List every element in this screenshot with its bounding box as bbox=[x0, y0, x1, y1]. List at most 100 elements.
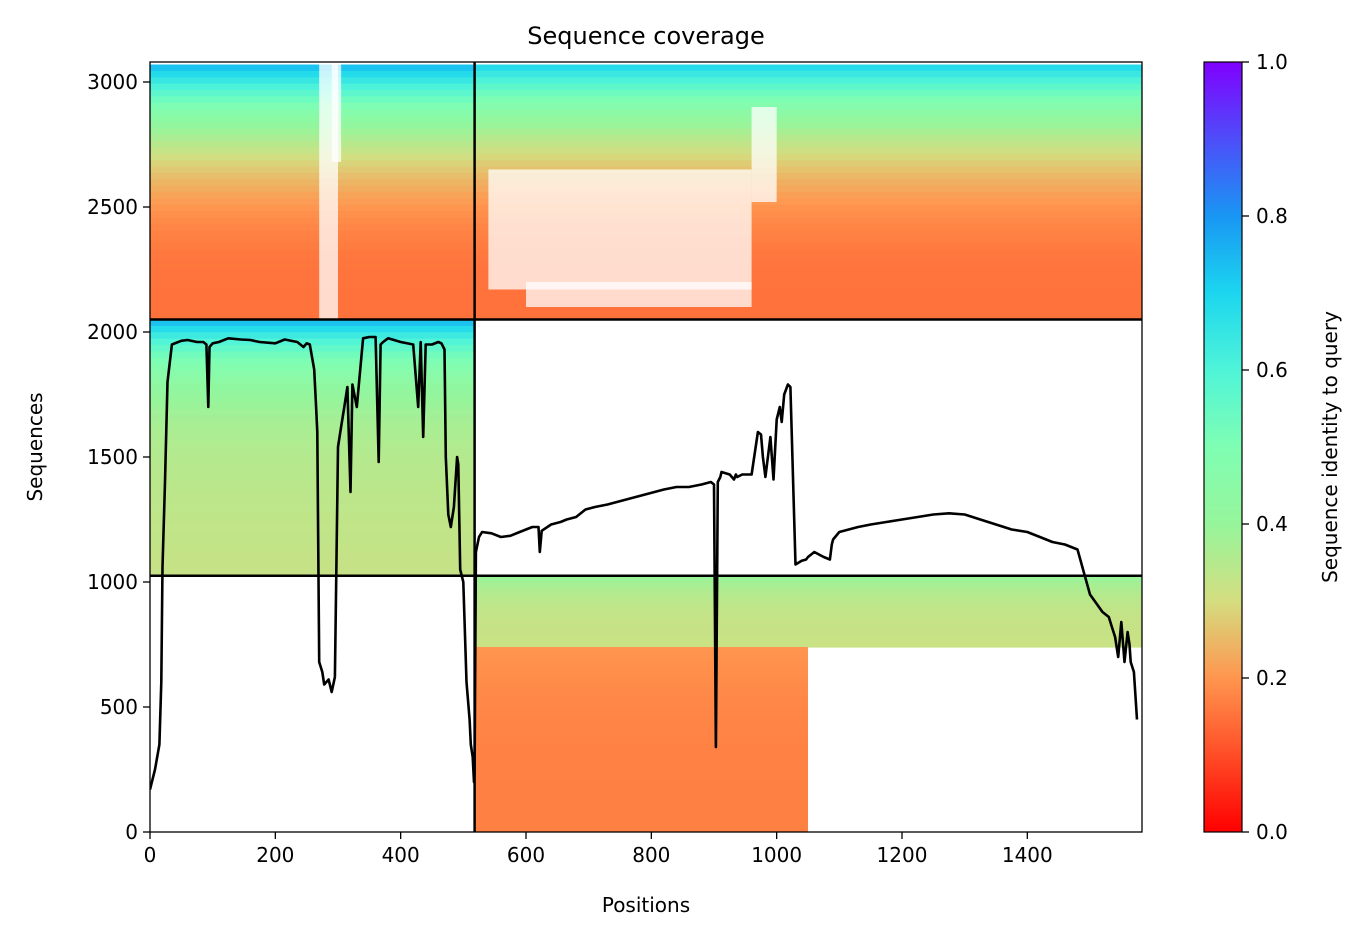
msa-band bbox=[150, 518, 475, 526]
msa-band bbox=[474, 688, 808, 694]
msa-band bbox=[474, 620, 1142, 623]
msa-band bbox=[474, 707, 808, 713]
msa-band bbox=[474, 674, 808, 680]
y-axis: 0 500 1000 1500 2000 2500 3000 bbox=[87, 70, 150, 844]
msa-band bbox=[150, 422, 475, 430]
coverage-line bbox=[150, 335, 1139, 790]
msa-band bbox=[474, 607, 1142, 611]
y-tick-label: 500 bbox=[100, 695, 138, 719]
msa-band bbox=[474, 204, 1142, 212]
msa-band bbox=[474, 313, 1142, 321]
x-axis: 0 200 400 600 800 1000 1200 1400 bbox=[144, 832, 1053, 867]
msa-band bbox=[150, 505, 475, 513]
msa-band bbox=[474, 83, 1142, 91]
msa-band bbox=[474, 711, 808, 717]
msa-band bbox=[150, 370, 475, 378]
msa-band bbox=[474, 693, 808, 699]
msa-band bbox=[474, 730, 808, 736]
msa-band bbox=[474, 134, 1142, 142]
msa-band bbox=[474, 632, 1142, 636]
msa-band bbox=[150, 338, 475, 346]
msa-band bbox=[150, 383, 475, 391]
y-tick-label: 2500 bbox=[87, 195, 138, 219]
gap-region bbox=[525, 282, 752, 307]
msa-band bbox=[474, 613, 1142, 616]
msa-band bbox=[474, 153, 1142, 161]
msa-band bbox=[150, 332, 475, 340]
msa-band bbox=[474, 115, 1142, 123]
gap-region bbox=[751, 107, 777, 202]
msa-band bbox=[474, 616, 1142, 620]
msa-band bbox=[150, 102, 475, 110]
chart-title: Sequence coverage bbox=[527, 22, 764, 50]
msa-band bbox=[150, 543, 475, 551]
msa-band bbox=[474, 804, 808, 810]
msa-band bbox=[474, 255, 1142, 263]
msa-band bbox=[474, 160, 1142, 168]
msa-band bbox=[474, 630, 1142, 634]
msa-band bbox=[474, 623, 1142, 627]
msa-band bbox=[474, 306, 1142, 314]
msa-block bbox=[150, 64, 475, 321]
msa-band bbox=[474, 604, 1142, 607]
msa-block bbox=[150, 319, 475, 577]
msa-band bbox=[474, 591, 1142, 595]
msa-band bbox=[474, 172, 1142, 180]
msa-band bbox=[150, 389, 475, 397]
msa-band bbox=[150, 64, 475, 72]
msa-band bbox=[474, 629, 1142, 632]
msa-band bbox=[150, 486, 475, 494]
msa-band bbox=[474, 274, 1142, 282]
msa-band bbox=[474, 223, 1142, 231]
y-tick-label: 0 bbox=[125, 820, 138, 844]
y-tick-label: 3000 bbox=[87, 70, 138, 94]
plot-area bbox=[149, 61, 1143, 833]
msa-band bbox=[474, 645, 1142, 648]
msa-band bbox=[474, 121, 1142, 129]
msa-band bbox=[150, 268, 475, 276]
x-tick-label: 1000 bbox=[751, 843, 802, 867]
msa-band bbox=[150, 434, 475, 442]
x-axis-label: Positions bbox=[602, 893, 690, 917]
msa-band bbox=[474, 618, 1142, 621]
msa-band bbox=[474, 721, 808, 727]
msa-band bbox=[150, 223, 475, 231]
msa-band bbox=[474, 281, 1142, 289]
msa-band bbox=[474, 300, 1142, 308]
msa-band bbox=[474, 651, 808, 657]
msa-band bbox=[150, 537, 475, 545]
msa-band bbox=[150, 243, 475, 250]
msa-band bbox=[150, 319, 475, 327]
msa-band bbox=[474, 597, 1142, 600]
msa-blocks bbox=[150, 64, 1142, 832]
msa-band bbox=[150, 556, 475, 564]
msa-band bbox=[474, 166, 1142, 174]
msa-band bbox=[150, 306, 475, 314]
msa-band bbox=[150, 313, 475, 321]
msa-band bbox=[150, 281, 475, 289]
msa-band bbox=[474, 287, 1142, 295]
msa-band bbox=[150, 274, 475, 282]
msa-block bbox=[474, 64, 1142, 321]
msa-band bbox=[474, 622, 1142, 625]
msa-band bbox=[474, 818, 808, 824]
msa-band bbox=[474, 584, 1142, 588]
x-tick-label: 1200 bbox=[877, 843, 928, 867]
msa-band bbox=[474, 600, 1142, 604]
msa-band bbox=[474, 606, 1142, 609]
msa-band bbox=[474, 217, 1142, 225]
colorbar-tick-label: 0.0 bbox=[1256, 820, 1288, 844]
msa-band bbox=[474, 776, 808, 782]
msa-band bbox=[474, 128, 1142, 136]
msa-band bbox=[474, 725, 808, 731]
msa-band bbox=[474, 744, 808, 750]
msa-band bbox=[150, 441, 475, 449]
x-tick-label: 600 bbox=[507, 843, 545, 867]
msa-band bbox=[150, 530, 475, 538]
gap-region bbox=[488, 169, 752, 290]
msa-band bbox=[474, 748, 808, 754]
msa-band bbox=[150, 172, 475, 180]
msa-band bbox=[474, 758, 808, 764]
colorbar-tick-label: 0.2 bbox=[1256, 666, 1288, 690]
msa-band bbox=[150, 204, 475, 212]
